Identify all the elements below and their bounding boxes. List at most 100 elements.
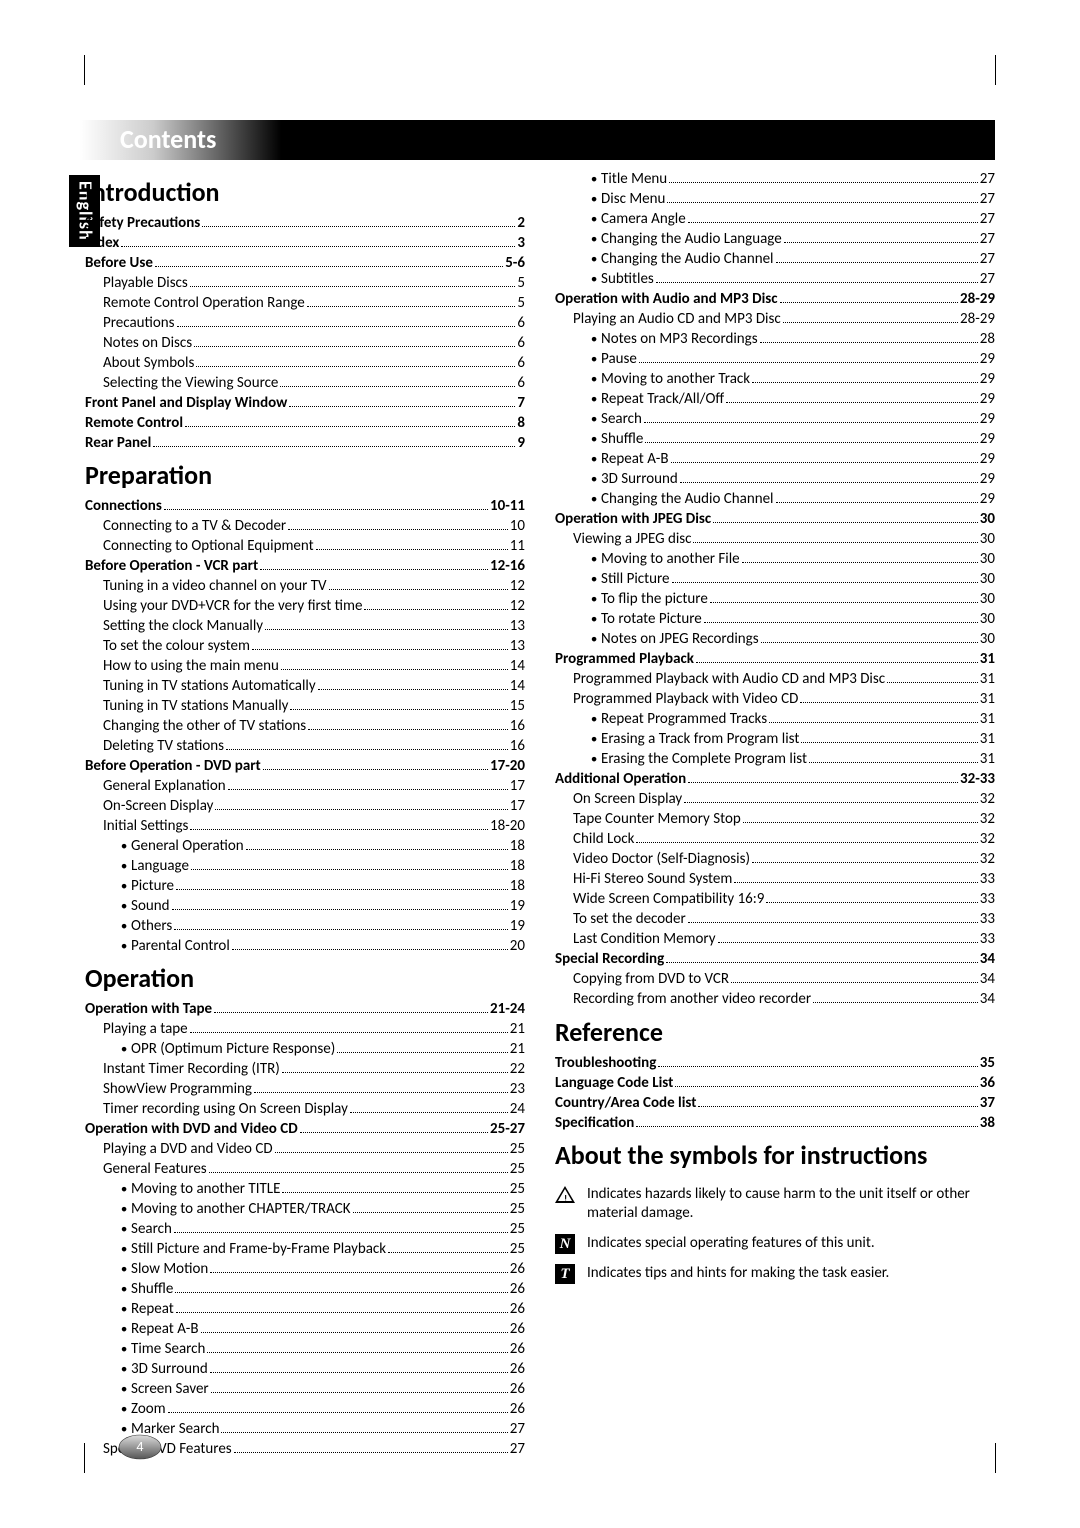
toc-page: 21-24 — [490, 1000, 525, 1020]
toc-page: 36 — [980, 1074, 995, 1094]
toc-page: 25 — [510, 1200, 525, 1220]
symbol-row: TIndicates tips and hints for making the… — [555, 1264, 995, 1284]
toc-label: Additional Operation — [555, 770, 686, 790]
toc-entry: Repeat A-B 26 — [85, 1320, 525, 1340]
toc-entry: Special Recording 34 — [555, 950, 995, 970]
symbol-text: Indicates special operating features of … — [587, 1234, 875, 1254]
toc-entry: Sound 19 — [85, 897, 525, 917]
toc-leader-dots — [190, 286, 516, 287]
page-title: Contents — [120, 123, 216, 155]
toc-entry: Moving to another Track 29 — [555, 370, 995, 390]
toc-label: Operation with Audio and MP3 Disc — [555, 290, 778, 310]
toc-label: To set the colour system — [103, 637, 250, 657]
toc-label: Troubleshooting — [555, 1054, 656, 1074]
toc-leader-dots — [164, 509, 488, 510]
toc-page: 14 — [510, 677, 525, 697]
toc-entry: Repeat A-B 29 — [555, 450, 995, 470]
toc-leader-dots — [656, 282, 978, 283]
toc-label: Copying from DVD to VCR — [573, 970, 729, 990]
toc-page: 27 — [980, 270, 995, 290]
toc-page: 25 — [510, 1240, 525, 1260]
toc-page: 5-6 — [505, 254, 525, 274]
toc-entry: Language Code List 36 — [555, 1074, 995, 1094]
toc-entry: Hi-Fi Stereo Sound System 33 — [555, 870, 995, 890]
toc-entry: Slow Motion 26 — [85, 1260, 525, 1280]
toc-label: Operation with Tape — [85, 1000, 212, 1020]
toc-label: Changing the Audio Channel — [591, 250, 774, 270]
toc-label: Repeat Track/All/Off — [591, 390, 724, 410]
toc-page: 26 — [510, 1360, 525, 1380]
toc-leader-dots — [252, 649, 508, 650]
toc-leader-dots — [226, 749, 508, 750]
toc-label: Notes on JPEG Recordings — [591, 630, 759, 650]
toc-label: Repeat Programmed Tracks — [591, 710, 767, 730]
toc-leader-dots — [671, 462, 978, 463]
toc-entry: Repeat Programmed Tracks 31 — [555, 710, 995, 730]
toc-page: 15 — [510, 697, 525, 717]
toc-leader-dots — [196, 366, 515, 367]
toc-leader-dots — [766, 902, 977, 903]
toc-entry: Still Picture and Frame-by-Frame Playbac… — [85, 1240, 525, 1260]
toc-entry: Notes on JPEG Recordings 30 — [555, 630, 995, 650]
toc-page: 34 — [980, 990, 995, 1010]
toc-label: Programmed Playback with Video CD — [573, 690, 798, 710]
toc-entry: Programmed Playback with Audio CD and MP… — [555, 670, 995, 690]
toc-entry: Search 25 — [85, 1220, 525, 1240]
section-heading: Operation — [85, 962, 525, 996]
toc-entry: Others 19 — [85, 917, 525, 937]
toc-label: To flip the picture — [591, 590, 708, 610]
toc-label: Tape Counter Memory Stop — [573, 810, 741, 830]
toc-page: 14 — [510, 657, 525, 677]
toc-label: Remote Control Operation Range — [103, 294, 305, 314]
toc-label: Country/Area Code list — [555, 1094, 696, 1114]
toc-leader-dots — [190, 1032, 508, 1033]
toc-leader-dots — [658, 1066, 977, 1067]
toc-page: 30 — [980, 610, 995, 630]
toc-entry: Tuning in TV stations Automatically 14 — [85, 677, 525, 697]
toc-leader-dots — [761, 642, 978, 643]
symbol-text: Indicates hazards likely to cause harm t… — [587, 1185, 995, 1224]
toc-entry: To set the colour system 13 — [85, 637, 525, 657]
toc-leader-dots — [194, 346, 515, 347]
toc-leader-dots — [680, 482, 978, 483]
toc-label: General Features — [103, 1160, 207, 1180]
toc-entry: Language 18 — [85, 857, 525, 877]
toc-entry: How to using the main menu 14 — [85, 657, 525, 677]
toc-entry: Selecting the Viewing Source 6 — [85, 374, 525, 394]
toc-label: Before Use — [85, 254, 153, 274]
toc-entry: OPR (Optimum Picture Response) 21 — [85, 1040, 525, 1060]
toc-entry: Picture 18 — [85, 877, 525, 897]
toc-label: Precautions — [103, 314, 175, 334]
toc-leader-dots — [364, 609, 507, 610]
toc-label: Remote Control — [85, 414, 183, 434]
toc-leader-dots — [153, 446, 515, 447]
toc-page: 16 — [510, 737, 525, 757]
toc-label: Moving to another Track — [591, 370, 750, 390]
toc-page: 6 — [517, 334, 525, 354]
toc-page: 27 — [980, 230, 995, 250]
toc-entry: Still Picture 30 — [555, 570, 995, 590]
toc-page: 27 — [980, 190, 995, 210]
toc-label: Erasing a Track from Program list — [591, 730, 799, 750]
toc-leader-dots — [350, 1112, 508, 1113]
toc-page: 32 — [980, 850, 995, 870]
toc-page: 12 — [510, 577, 525, 597]
toc-entry: Pause 29 — [555, 350, 995, 370]
toc-label: Language — [121, 857, 189, 877]
toc-label: Tuning in TV stations Automatically — [103, 677, 316, 697]
toc-page: 12-16 — [490, 557, 525, 577]
toc-page: 35 — [980, 1054, 995, 1074]
toc-leader-dots — [176, 889, 508, 890]
toc-leader-dots — [776, 262, 978, 263]
toc-entry: Country/Area Code list 37 — [555, 1094, 995, 1114]
toc-entry: Before Use 5-6 — [85, 254, 525, 274]
toc-leader-dots — [731, 982, 978, 983]
toc-label: Changing the Audio Channel — [591, 490, 774, 510]
toc-page: 30 — [980, 550, 995, 570]
toc-page: 18-20 — [490, 817, 525, 837]
toc-leader-dots — [254, 1092, 508, 1093]
toc-label: Sound — [121, 897, 170, 917]
toc-label: Others — [121, 917, 172, 937]
toc-entry: Search 29 — [555, 410, 995, 430]
toc-label: Deleting TV stations — [103, 737, 224, 757]
